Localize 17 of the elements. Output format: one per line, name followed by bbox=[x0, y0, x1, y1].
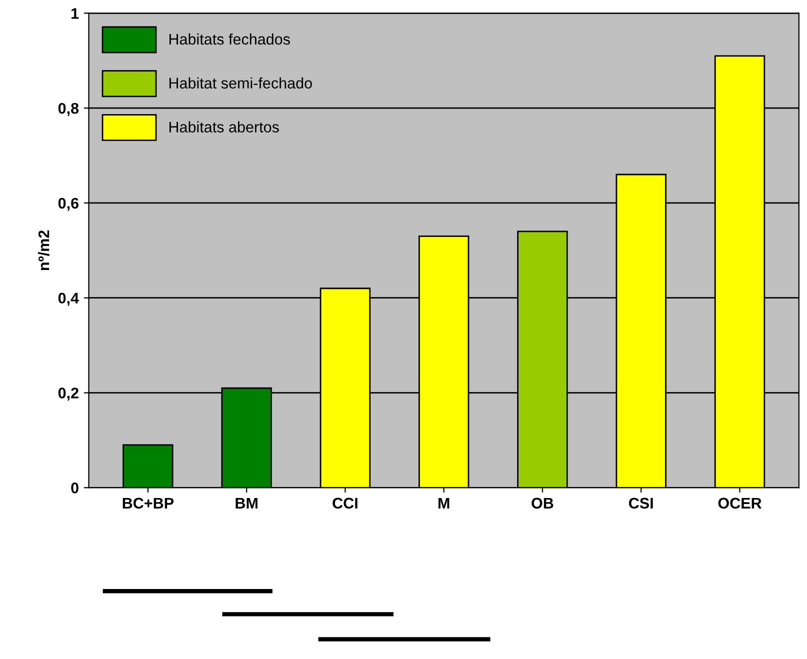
y-tick-label: 1 bbox=[72, 8, 79, 19]
y-tick-label: 0,4 bbox=[58, 292, 79, 306]
x-tick-label: M bbox=[438, 498, 450, 508]
x-tick-label: OCER bbox=[718, 498, 762, 509]
x-tick-label: BM bbox=[236, 498, 258, 508]
x-tick-label: OB bbox=[532, 498, 554, 509]
legend-label: Habitats fechados bbox=[169, 33, 290, 45]
legend-label: Habitats abertos bbox=[169, 121, 279, 132]
y-tick-label: 0,6 bbox=[58, 198, 78, 211]
x-tick-label: BC+BP bbox=[122, 498, 174, 509]
x-tick-label: CSI bbox=[629, 498, 653, 509]
y-tick-label: 0,8 bbox=[58, 102, 79, 116]
y-axis-title: nº/m2 bbox=[38, 230, 50, 270]
legend-label: Habitat semi-fechado bbox=[169, 77, 312, 89]
y-tick-label: 0,2 bbox=[58, 388, 78, 401]
x-tick-label: CCI bbox=[332, 498, 358, 509]
y-tick-label: 0 bbox=[71, 482, 78, 494]
